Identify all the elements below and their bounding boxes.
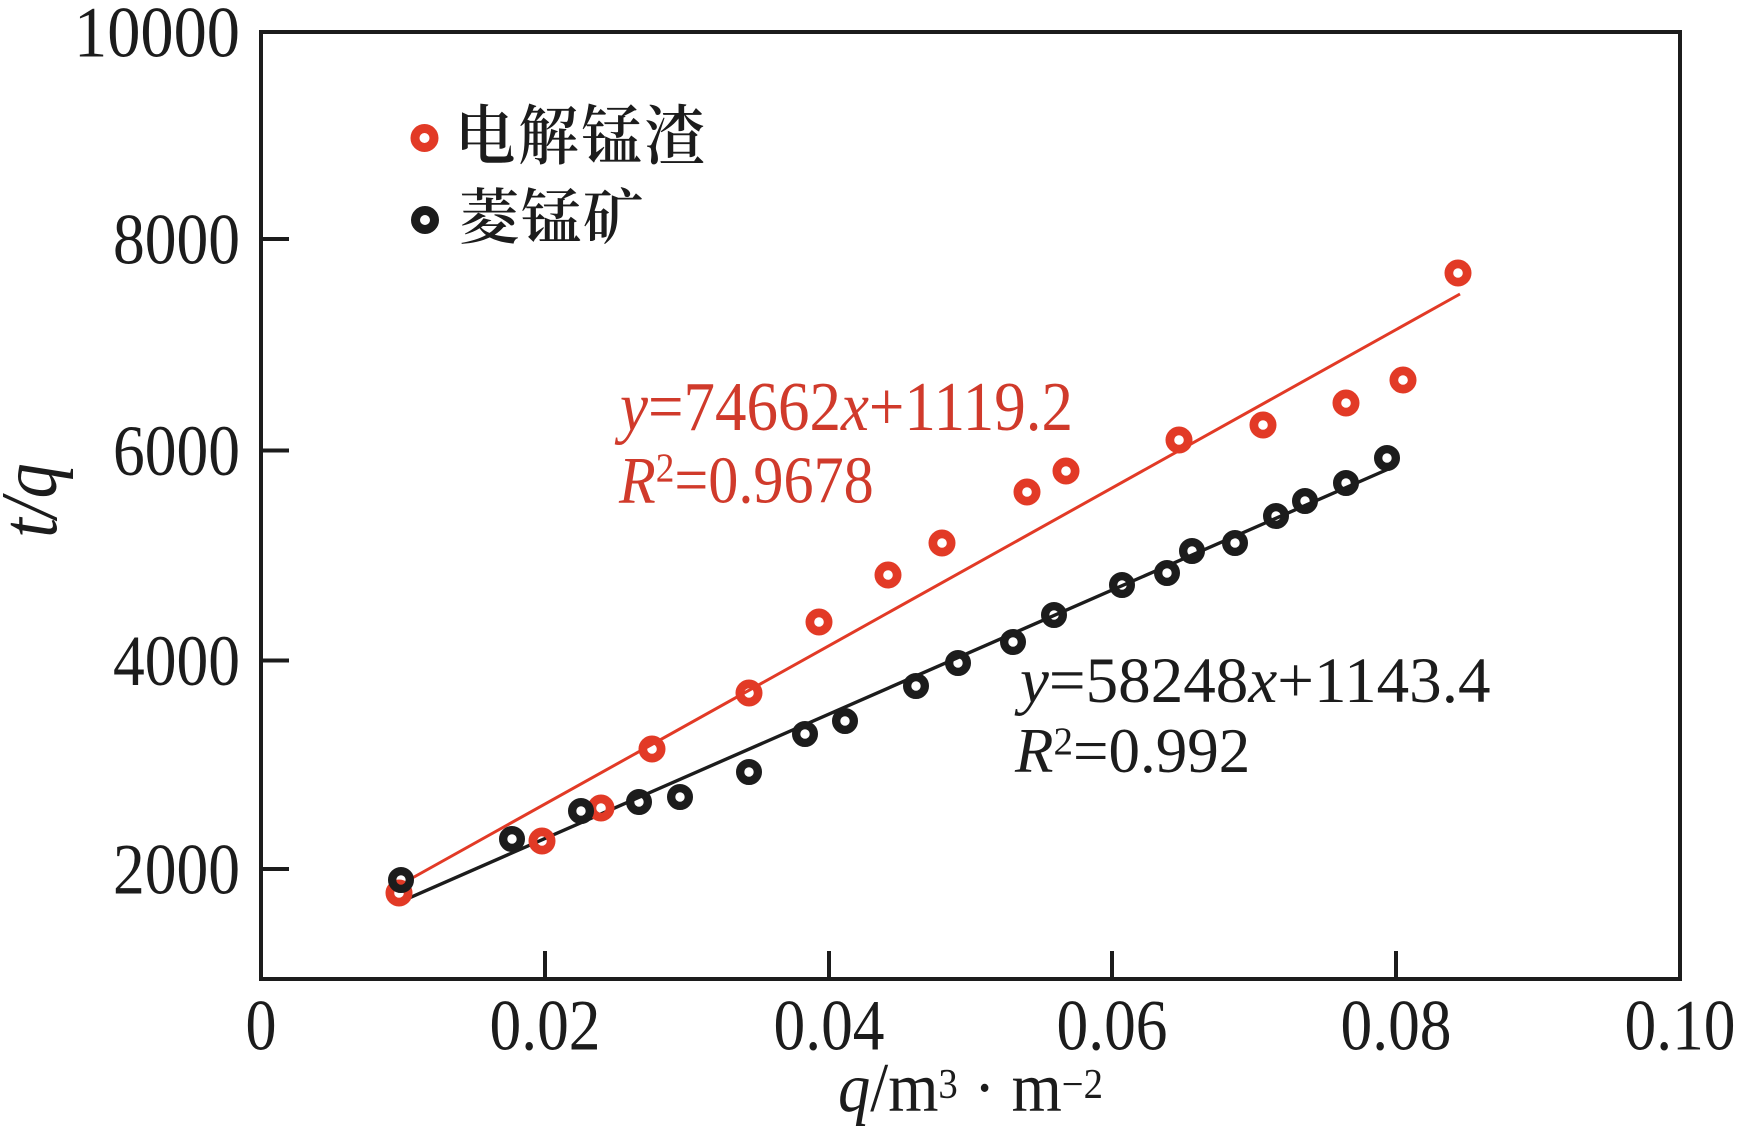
svg-text:R2​=0.9678: R2​=0.9678 xyxy=(618,443,874,518)
svg-text:q/m3​ · m−2: q/m3​ · m−2 xyxy=(838,1050,1103,1127)
svg-text:y=58248x+1143.4: y=58248x+1143.4 xyxy=(1014,645,1491,717)
svg-text:2000: 2000 xyxy=(113,831,240,910)
svg-text:0.08: 0.08 xyxy=(1341,987,1452,1066)
svg-text:R2​=0.992: R2​=0.992 xyxy=(1014,716,1250,786)
svg-text:0: 0 xyxy=(246,987,277,1066)
svg-text:0.10: 0.10 xyxy=(1625,987,1736,1066)
svg-text:y=74662x+1119.2: y=74662x+1119.2 xyxy=(614,369,1073,446)
svg-text:4000: 4000 xyxy=(113,622,240,701)
svg-text:0.02: 0.02 xyxy=(490,987,601,1066)
svg-text:t/q: t/q xyxy=(0,463,74,538)
svg-text:0.06: 0.06 xyxy=(1057,987,1168,1066)
svg-text:6000: 6000 xyxy=(113,412,240,491)
svg-text:0.04: 0.04 xyxy=(774,987,885,1066)
svg-text:8000: 8000 xyxy=(113,201,240,280)
svg-text:10000: 10000 xyxy=(74,0,240,73)
